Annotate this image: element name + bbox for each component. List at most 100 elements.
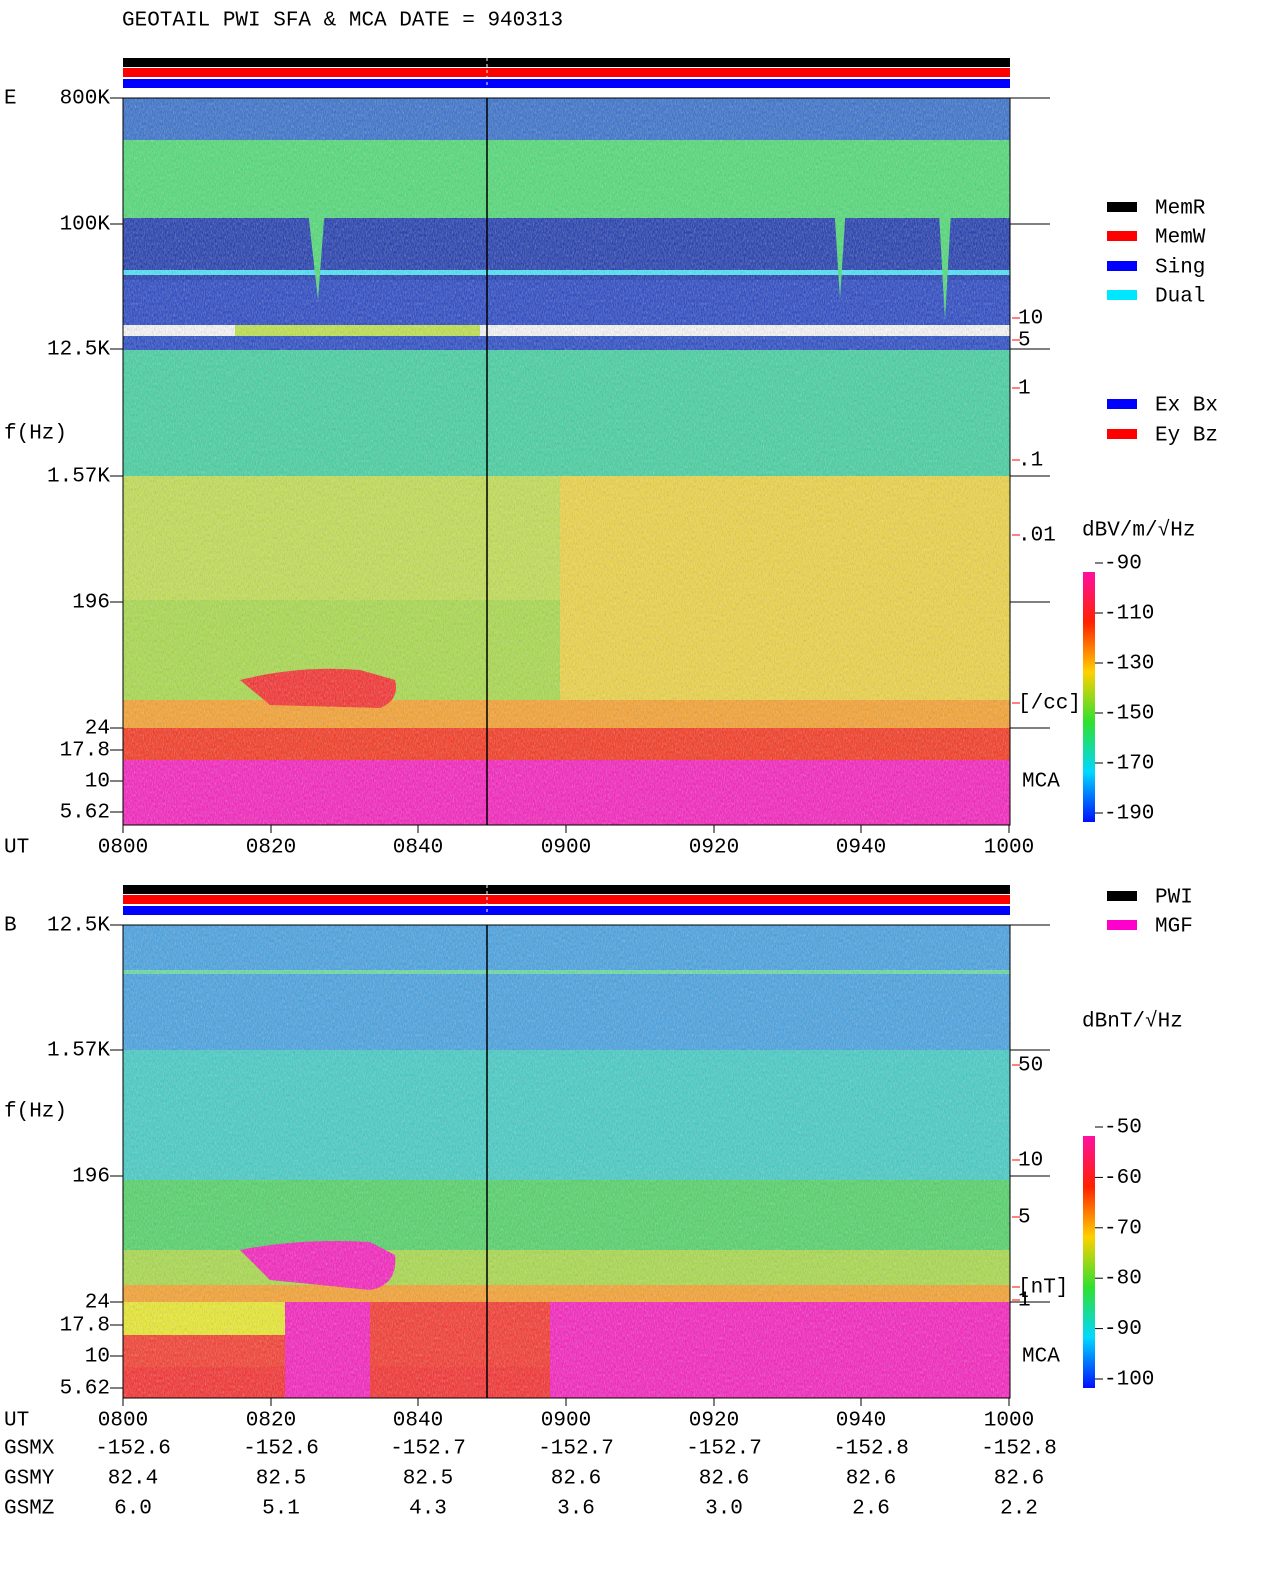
colorbar-label: -150 xyxy=(1104,703,1154,726)
colorbar-unit: dBV/m/√Hz xyxy=(1082,519,1195,543)
ephemeris-value: 2.2 xyxy=(1000,1498,1038,1521)
legend-label: Sing xyxy=(1155,257,1205,280)
colorbar-label: -60 xyxy=(1104,1167,1142,1190)
ephemeris-value: 2.6 xyxy=(852,1498,890,1521)
status-bar xyxy=(123,79,1010,88)
status-bar xyxy=(123,895,1010,904)
colorbar-label: -80 xyxy=(1104,1268,1142,1291)
ephemeris-value: -152.7 xyxy=(538,1438,614,1461)
scale-label: [nT] xyxy=(1018,1277,1068,1300)
ephemeris-value: -152.8 xyxy=(833,1438,909,1461)
y-tick-label: 24 xyxy=(85,1292,110,1315)
ephemeris-value: 82.6 xyxy=(994,1468,1044,1491)
x-tick-label: 0940 xyxy=(836,837,886,860)
panel-label: B xyxy=(4,915,17,938)
ephemeris-value: 5.1 xyxy=(262,1498,300,1521)
scale-label: 10 xyxy=(1018,308,1043,331)
y-tick-label: 196 xyxy=(72,592,110,615)
ephemeris-value: -152.7 xyxy=(686,1438,762,1461)
ephemeris-value: 3.6 xyxy=(557,1498,595,1521)
ephemeris-value: 82.4 xyxy=(108,1468,158,1491)
x-tick-label: 0840 xyxy=(393,837,443,860)
colorbar-unit: dBnT/√Hz xyxy=(1082,1010,1183,1034)
legend-label: MemW xyxy=(1155,227,1206,250)
legend-label: Ex Bx xyxy=(1155,395,1218,418)
y-tick-label: 1.57K xyxy=(47,466,110,489)
time-axis-label: UT xyxy=(4,837,29,860)
ephemeris-value: 82.6 xyxy=(699,1468,749,1491)
scale-label: .1 xyxy=(1018,450,1043,473)
ephemeris-name: GSMY xyxy=(4,1468,55,1491)
y-tick-label: 800K xyxy=(60,88,111,111)
status-bar xyxy=(123,906,1010,915)
scale-label: 5 xyxy=(1018,1207,1031,1230)
legend-label: Dual xyxy=(1155,286,1205,309)
colorbar xyxy=(1083,572,1095,822)
y-tick-label: 100K xyxy=(60,214,111,237)
scale-label: 1 xyxy=(1018,378,1031,401)
ephemeris-value: 3.0 xyxy=(705,1498,743,1521)
y-tick-label: 12.5K xyxy=(47,915,110,938)
ephemeris-name: GSMX xyxy=(4,1438,55,1461)
legend-swatch xyxy=(1107,891,1137,901)
time-axis-label: UT xyxy=(4,1410,29,1433)
y-tick-label: 1.57K xyxy=(47,1040,110,1063)
ephemeris-value: 82.5 xyxy=(403,1468,453,1491)
colorbar-label: -70 xyxy=(1104,1217,1142,1240)
spectrogram-noise xyxy=(123,98,1010,825)
ephemeris-value: -152.8 xyxy=(981,1438,1057,1461)
legend-swatch xyxy=(1107,231,1137,241)
status-bar xyxy=(123,68,1010,77)
colorbar-label: -190 xyxy=(1104,803,1154,826)
legend-swatch xyxy=(1107,202,1137,212)
panel-label: E xyxy=(4,88,17,111)
x-tick-label: 0920 xyxy=(689,1410,739,1433)
colorbar-label: -170 xyxy=(1104,753,1154,776)
x-tick-label: 1000 xyxy=(984,1410,1034,1433)
legend-swatch xyxy=(1107,261,1137,271)
scale-label: 1 xyxy=(1018,1290,1031,1313)
scale-label: 50 xyxy=(1018,1055,1043,1078)
x-tick-label: 0940 xyxy=(836,1410,886,1433)
scale-label: 10 xyxy=(1018,1150,1043,1173)
x-tick-label: 0820 xyxy=(246,837,296,860)
x-tick-label: 0900 xyxy=(541,1410,591,1433)
y-tick-label: 5.62 xyxy=(60,802,110,825)
x-tick-label: 0800 xyxy=(98,1410,148,1433)
ephemeris-value: 6.0 xyxy=(114,1498,152,1521)
y-tick-label: 24 xyxy=(85,718,110,741)
scale-label: 5 xyxy=(1018,330,1031,353)
mca-label: MCA xyxy=(1022,1346,1060,1369)
y-tick-label: 5.62 xyxy=(60,1378,110,1401)
title: GEOTAIL PWI SFA & MCA DATE = 940313 xyxy=(122,10,563,33)
ephemeris-value: -152.6 xyxy=(243,1438,319,1461)
colorbar-label: -110 xyxy=(1104,603,1154,626)
y-axis-label: f(Hz) xyxy=(4,423,67,446)
legend-swatch xyxy=(1107,399,1137,409)
x-tick-label: 1000 xyxy=(984,837,1034,860)
colorbar-label: -50 xyxy=(1104,1117,1142,1140)
status-bar xyxy=(123,58,1010,67)
ephemeris-value: 82.6 xyxy=(846,1468,896,1491)
x-tick-label: 0920 xyxy=(689,837,739,860)
scale-label: [/cc] xyxy=(1018,693,1081,716)
scale-label: .01 xyxy=(1018,525,1056,548)
y-tick-label: 10 xyxy=(85,771,110,794)
ephemeris-value: -152.7 xyxy=(390,1438,466,1461)
colorbar-label: -130 xyxy=(1104,653,1154,676)
legend-swatch xyxy=(1107,290,1137,300)
legend-swatch xyxy=(1107,429,1137,439)
colorbar-label: -90 xyxy=(1104,553,1142,576)
legend-label: Ey Bz xyxy=(1155,425,1218,448)
ephemeris-name: GSMZ xyxy=(4,1498,54,1521)
y-tick-label: 12.5K xyxy=(47,339,110,362)
ephemeris-value: -152.6 xyxy=(95,1438,171,1461)
colorbar-label: -100 xyxy=(1104,1369,1154,1392)
y-tick-label: 10 xyxy=(85,1346,110,1369)
legend-label: MGF xyxy=(1155,916,1193,939)
y-axis-label: f(Hz) xyxy=(4,1101,67,1124)
ephemeris-value: 4.3 xyxy=(409,1498,447,1521)
x-tick-label: 0900 xyxy=(541,837,591,860)
x-tick-label: 0820 xyxy=(246,1410,296,1433)
